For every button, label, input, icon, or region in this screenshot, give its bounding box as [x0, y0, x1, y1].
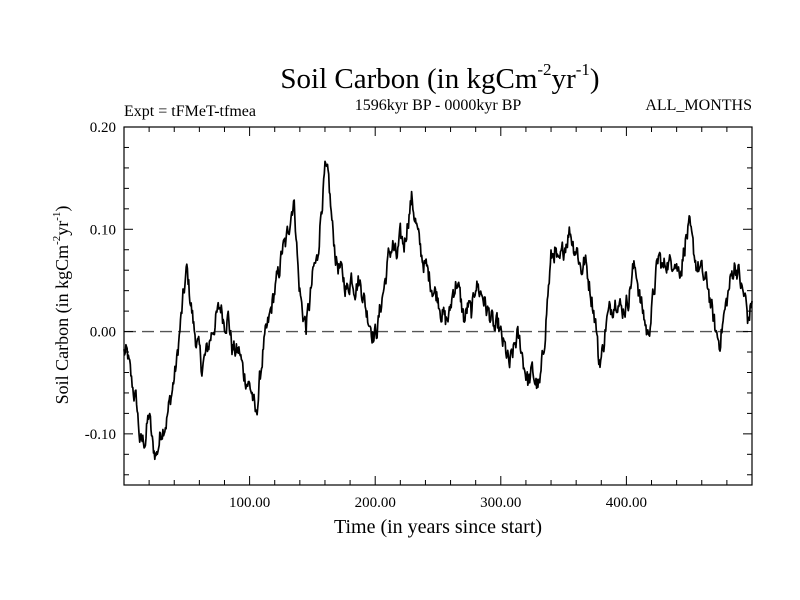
x-tick-label: 100.00	[229, 495, 270, 511]
chart-title-mid: yr	[552, 63, 577, 95]
soil-carbon-series-line	[123, 160, 753, 461]
chart-title-sup1: -2	[537, 60, 551, 79]
x-tick-labels: 100.00 200.00 300.00 400.00	[229, 495, 647, 511]
y-axis-label-mid: yr	[52, 221, 72, 236]
chart-title-end: )	[590, 63, 600, 95]
y-tick-label: 0.00	[90, 325, 116, 341]
y-tick-label: 0.20	[90, 120, 116, 136]
x-tick-label: 300.00	[480, 495, 521, 511]
y-tick-label: -0.10	[85, 427, 116, 443]
chart-title-main: Soil Carbon (in kgCm	[280, 63, 537, 95]
subtitle-period: 1596kyr BP - 0000kyr BP	[355, 97, 522, 114]
plot-frame	[123, 126, 753, 486]
x-tick-label: 200.00	[355, 495, 396, 511]
y-tick-label: 0.10	[90, 222, 116, 238]
y-axis-label-end: )	[52, 206, 73, 212]
subtitle-experiment: Expt = tFMeT-tfmea	[124, 103, 256, 120]
y-tick-labels: -0.10 0.00 0.10 0.20	[85, 120, 116, 443]
y-axis-label-sup2: -1	[51, 212, 63, 221]
x-tick-label: 400.00	[606, 495, 647, 511]
y-axis-label: Soil Carbon (in kgCm-2yr-1)	[51, 206, 73, 405]
axis-ticks	[123, 126, 753, 485]
subtitle-months: ALL_MONTHS	[645, 97, 752, 114]
chart-title: Soil Carbon (in kgCm-2yr-1)	[280, 60, 599, 95]
y-axis-label-sup1: -2	[51, 236, 63, 245]
y-axis-label-main: Soil Carbon (in kgCm	[52, 245, 73, 405]
chart-title-sup2: -1	[576, 60, 590, 79]
x-axis-label: Time (in years since start)	[334, 516, 542, 538]
